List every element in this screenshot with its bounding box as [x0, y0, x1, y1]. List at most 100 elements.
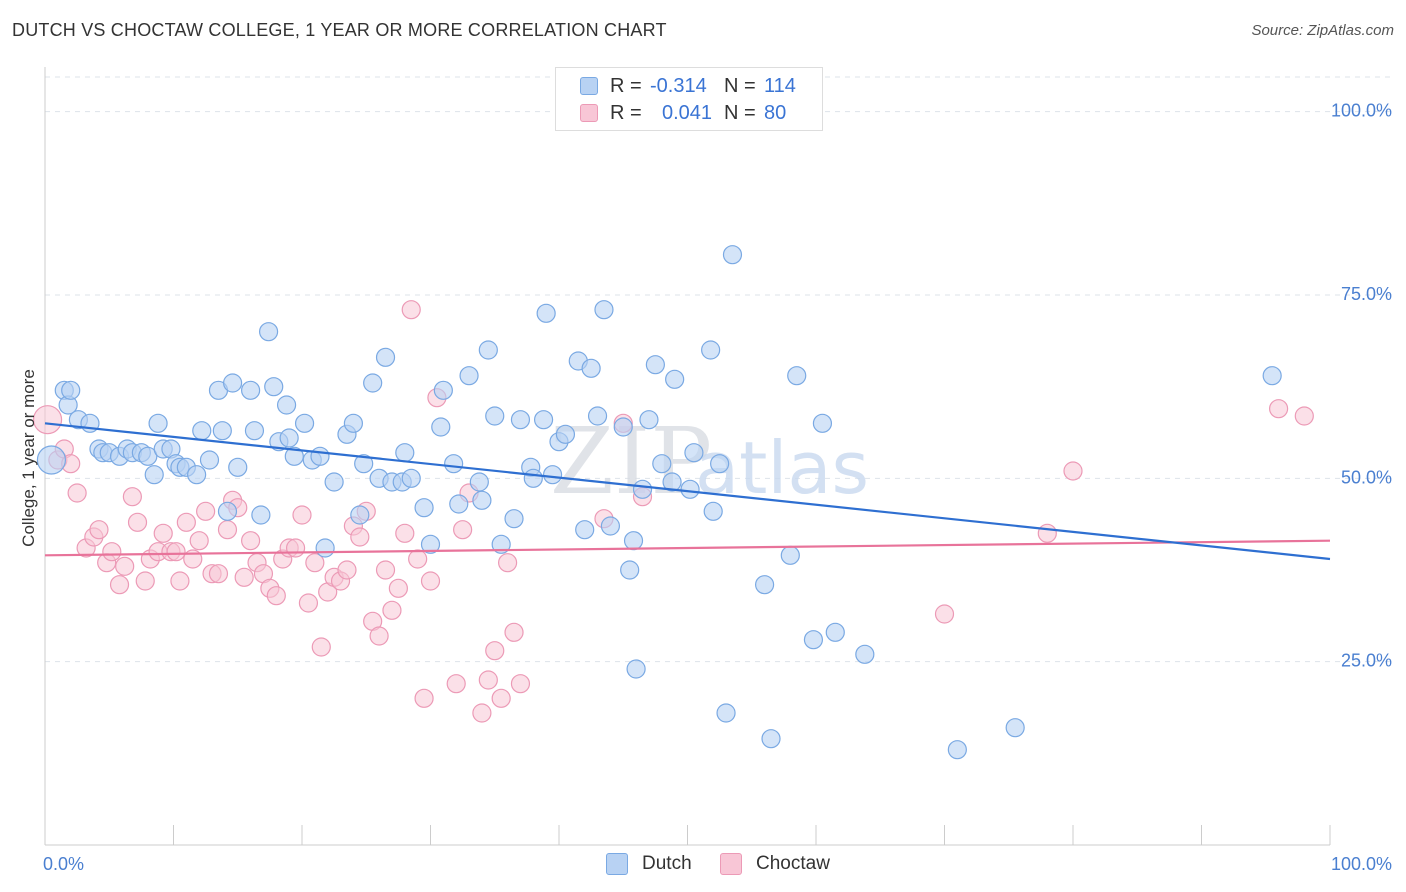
- dutch-point: [294, 413, 315, 433]
- choctaw-point: [67, 483, 87, 503]
- choctaw-point: [388, 578, 408, 598]
- dutch-point: [639, 410, 659, 430]
- dutch-point: [315, 538, 335, 558]
- choctaw-point: [408, 549, 428, 569]
- dutch-point: [478, 340, 498, 360]
- choctaw-point: [934, 604, 955, 624]
- choctaw-point: [375, 560, 396, 580]
- choctaw-point: [478, 670, 498, 690]
- dutch-point: [523, 468, 543, 488]
- dutch-point: [223, 373, 243, 393]
- dutch-legend-label: Dutch: [642, 853, 692, 874]
- dutch-point: [710, 454, 730, 474]
- dutch-point: [600, 516, 621, 536]
- dutch-point: [276, 395, 297, 415]
- dutch-point: [703, 501, 723, 521]
- dutch-trend-line: [44, 422, 1331, 561]
- choctaw-point: [1268, 399, 1289, 419]
- dutch-point: [310, 446, 330, 466]
- x-tick-label: 0.0%: [43, 854, 84, 874]
- choctaw-point: [32, 405, 63, 435]
- dutch-series: [36, 245, 1282, 760]
- dutch-point: [1262, 366, 1282, 386]
- dutch-point: [536, 303, 556, 323]
- dutch-point: [395, 443, 415, 463]
- dutch-point: [587, 406, 608, 426]
- choctaw-point: [135, 571, 155, 591]
- choctaw-point: [298, 593, 319, 613]
- dutch-point: [632, 479, 653, 499]
- x-tick-label: 100.0%: [1331, 854, 1392, 874]
- choctaw-point: [1294, 406, 1314, 426]
- choctaw-point: [166, 542, 186, 562]
- dutch-point: [472, 490, 492, 510]
- dutch-point: [780, 545, 800, 565]
- choctaw-point: [122, 487, 142, 507]
- dutch-point: [401, 468, 421, 488]
- dutch-point: [581, 358, 601, 378]
- dutch-point: [284, 446, 304, 466]
- dutch-point: [212, 421, 232, 441]
- dutch-point: [279, 428, 299, 448]
- choctaw-point: [1037, 523, 1057, 543]
- correlation-legend: R = -0.314 N = 114 R = 0.041 N = 80: [555, 67, 823, 131]
- legend-n-value: 114: [764, 74, 796, 97]
- dutch-point: [504, 509, 524, 529]
- choctaw-point: [189, 531, 209, 551]
- dutch-point: [187, 465, 207, 485]
- choctaw-point: [350, 527, 370, 547]
- dutch-point: [375, 347, 396, 367]
- choctaw-point: [208, 564, 229, 584]
- choctaw-point: [153, 523, 173, 543]
- choctaw-point: [369, 626, 389, 646]
- dutch-point: [754, 575, 775, 595]
- dutch-point: [645, 355, 665, 375]
- choctaw-point: [382, 600, 402, 620]
- y-tick-label: 25.0%: [1341, 651, 1392, 671]
- y-axis-title: College, 1 year or more: [19, 369, 38, 547]
- dutch-point: [414, 498, 434, 518]
- legend-r-value: 0.041: [662, 101, 713, 124]
- dutch-point: [354, 454, 374, 474]
- legend-n-label: N =: [724, 74, 756, 97]
- dutch-swatch: [580, 77, 598, 95]
- choctaw-point: [414, 688, 434, 708]
- dutch-point: [61, 380, 81, 400]
- dutch-point: [324, 472, 344, 492]
- choctaw-point: [453, 520, 473, 540]
- dutch-point: [444, 454, 464, 474]
- dutch-point: [825, 622, 845, 642]
- dutch-point: [144, 465, 164, 485]
- dutch-point: [812, 413, 833, 433]
- dutch-point: [138, 446, 158, 466]
- choctaw-point: [311, 637, 331, 657]
- dutch-point: [533, 410, 554, 430]
- dutch-point: [36, 445, 67, 475]
- choctaw-point: [305, 553, 325, 573]
- dutch-point: [575, 520, 595, 540]
- dutch-point: [716, 703, 736, 723]
- legend-row-dutch: R = -0.314 N = 114: [580, 74, 796, 98]
- dutch-point: [947, 740, 967, 760]
- dutch-point: [623, 531, 644, 551]
- dutch-point: [343, 413, 363, 433]
- choctaw-point: [127, 512, 148, 532]
- choctaw-point: [498, 553, 518, 573]
- choctaw-point: [109, 575, 130, 595]
- choctaw-point: [504, 622, 524, 642]
- legend-r-value: -0.314: [650, 74, 707, 97]
- dutch-point: [363, 373, 383, 393]
- choctaw-legend-label: Choctaw: [756, 853, 830, 874]
- dutch-point: [258, 322, 279, 342]
- dutch-point: [555, 424, 576, 444]
- dutch-point: [684, 443, 704, 463]
- choctaw-point: [292, 505, 312, 525]
- dutch-point: [626, 659, 646, 679]
- choctaw-trend-line: [44, 539, 1331, 557]
- choctaw-point: [401, 300, 421, 320]
- choctaw-point: [510, 674, 531, 694]
- dutch-point: [542, 465, 563, 485]
- dutch-point: [662, 472, 682, 492]
- source-label: Source: ZipAtlas.com: [1251, 22, 1394, 39]
